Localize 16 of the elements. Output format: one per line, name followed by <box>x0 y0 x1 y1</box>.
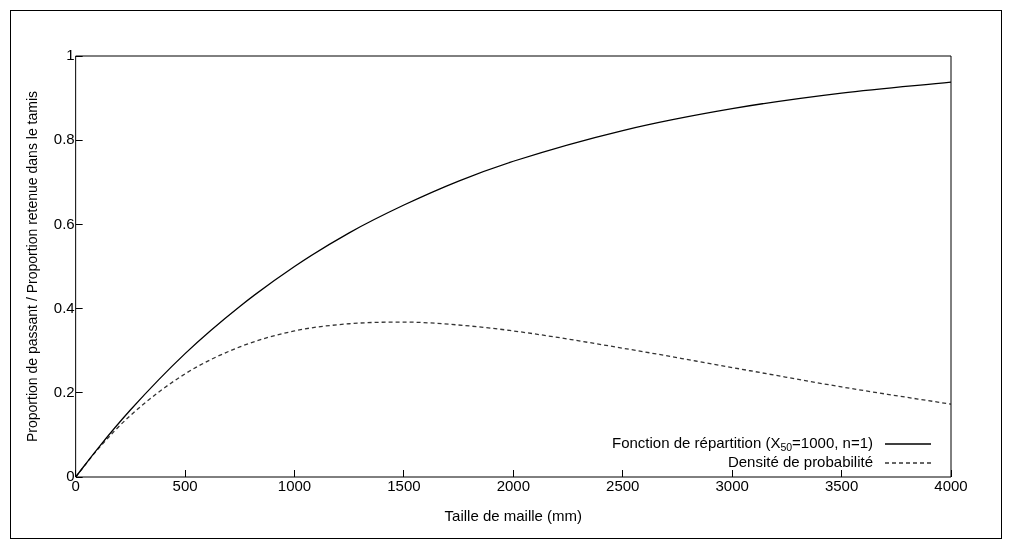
y-tick-label: 0.2 <box>53 382 75 400</box>
x-tick-label: 1500 <box>387 477 421 495</box>
legend-label: Densité de probabilité <box>727 453 873 471</box>
y-tick-label: 0.4 <box>53 298 75 316</box>
y-tick-label: 0.6 <box>53 214 75 232</box>
x-axis-title: Taille de maille (mm) <box>444 507 583 525</box>
x-tick-label: 2500 <box>606 477 640 495</box>
y-axis-title: Proportion de passant / Proportion retenue dans le tamis <box>24 91 41 442</box>
y-tick-label: 1 <box>66 46 75 64</box>
y-tick-label: 0.8 <box>53 130 75 148</box>
x-tick-label: 1000 <box>277 477 312 495</box>
x-tick-label: 500 <box>172 477 198 495</box>
x-tick-label: 3500 <box>824 477 859 495</box>
x-tick-label: 4000 <box>934 477 968 495</box>
x-tick-label: 2000 <box>496 477 531 495</box>
x-tick-label: 3000 <box>715 477 749 495</box>
